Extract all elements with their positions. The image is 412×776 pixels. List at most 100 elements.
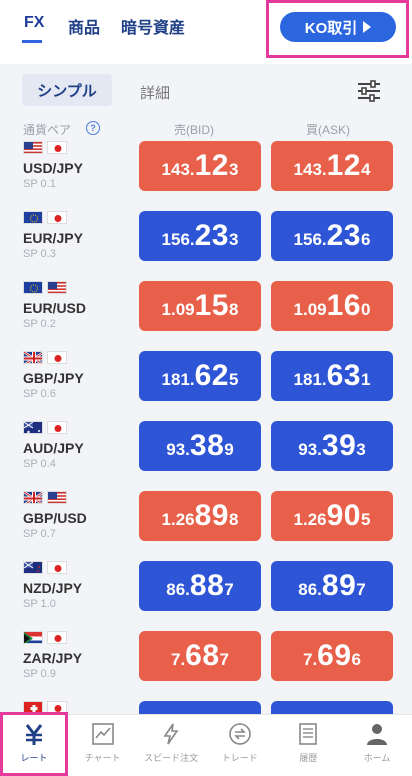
price-prefix: 86. [166,580,190,599]
currency-flags [23,631,67,645]
ask-price-button[interactable]: 156. 23 6 [271,211,393,261]
rate-row[interactable]: AUD/JPY SP 0.4 93. 38 9 93. 39 3 [0,421,412,491]
price-prefix: 93. [298,440,322,459]
tab-crypto[interactable]: 暗号資産 [121,20,186,37]
flag-jp-icon [47,211,67,224]
flag-gb-icon [23,491,43,504]
currency-pair-label: AUD/JPY [23,440,84,456]
flag-au-icon [23,421,43,434]
rate-list-panel: シンプル 詳細 通貨ペア ? 売(BID) 買(ASK) USD/JPY SP 0… [0,64,412,714]
tab-detail[interactable]: 詳細 [140,85,171,102]
bid-price-button[interactable]: 93 [139,701,261,714]
ko-trade-label: KO取引 [304,19,358,37]
nav-item-trade[interactable]: トレード [206,721,274,773]
price-prefix: 181. [293,370,327,389]
rate-nav-highlight-box [0,712,68,776]
spread-label: SP 0.3 [23,248,56,260]
currency-pair-label: GBP/JPY [23,370,84,386]
ask-price-button[interactable]: 1.09 16 0 [271,281,393,331]
nav-item-user[interactable]: ホーム [343,721,411,773]
rate-row[interactable]: EUR/JPY SP 0.3 156. 23 3 156. 23 6 [0,211,412,281]
bid-price-button[interactable]: 86. 88 7 [139,561,261,611]
price-fraction: 0 [361,300,371,319]
currency-pair-label: EUR/USD [23,300,87,316]
ask-price-button[interactable]: 181. 63 1 [271,351,393,401]
price-fraction: 4 [361,160,371,179]
currency-pair-label: ZAR/JPY [23,650,83,666]
ask-price-button[interactable]: 86. 89 7 [271,561,393,611]
flag-nz-icon [23,561,43,574]
price-pips: 95 [315,709,349,714]
bid-price-button[interactable]: 1.26 89 8 [139,491,261,541]
ask-price-button[interactable]: 143. 12 4 [271,141,393,191]
bid-price-button[interactable]: 93. 38 9 [139,421,261,471]
column-header-ask: 買(ASK) [306,123,351,137]
ask-price-button[interactable]: 1.26 90 5 [271,491,393,541]
price-fraction: 8 [229,510,239,529]
rate-row[interactable]: EUR/USD SP 0.2 1.09 15 8 1.09 16 0 [0,281,412,351]
price-pips: 89 [321,569,357,602]
price-prefix: 1.09 [293,300,327,319]
column-header-bid: 売(BID) [174,123,214,137]
price-fraction: 9 [224,440,234,459]
active-tab-indicator [22,40,42,43]
spread-label: SP 0.7 [23,528,56,540]
bottom-navigation: レート チャート スピード注文 トレード 履歴 ホーム [0,714,412,776]
price-prefix: 143. [161,160,195,179]
ask-price-button[interactable]: 7. 69 6 [271,631,393,681]
flag-jp-icon [47,141,67,154]
price-pips: 12 [326,149,361,182]
price-pips: 90 [326,499,361,532]
price-fraction: 3 [229,160,239,179]
ko-highlight-box [266,0,409,58]
spread-label: SP 0.2 [23,318,56,330]
price-pips: 23 [326,219,361,252]
flag-jp-icon [47,351,67,364]
tab-fx[interactable]: FX [24,14,45,31]
view-mode-tabs: シンプル 詳細 [0,64,412,116]
currency-flags [23,491,67,505]
rate-row[interactable]: USD/JPY SP 0.1 143. 12 3 143. 12 4 [0,141,412,211]
bid-price-button[interactable]: 1.09 15 8 [139,281,261,331]
yen-icon [21,721,47,747]
top-bar: FX 商品 暗号資産 KO取引 [0,0,412,60]
nav-item-yen[interactable]: レート [0,721,68,773]
chart-icon [90,721,116,747]
price-fraction: 1 [361,370,371,389]
rate-row[interactable]: 93 95 [0,701,412,714]
currency-flags [23,281,67,295]
bid-price-button[interactable]: 7. 68 7 [139,631,261,681]
ask-price-button[interactable]: 93. 39 3 [271,421,393,471]
price-pips: 93 [183,709,217,714]
ask-price-button[interactable]: 95 [271,701,393,714]
price-pips: 63 [326,359,361,392]
trade-icon [227,721,253,747]
bid-price-button[interactable]: 156. 23 3 [139,211,261,261]
help-icon[interactable]: ? [86,121,100,135]
ko-trade-button[interactable]: KO取引 [280,12,396,42]
rate-row[interactable]: NZD/JPY SP 1.0 86. 88 7 86. 89 7 [0,561,412,631]
rate-row[interactable]: GBP/JPY SP 0.6 181. 62 5 181. 63 1 [0,351,412,421]
bid-price-button[interactable]: 181. 62 5 [139,351,261,401]
price-pips: 68 [185,639,220,672]
bid-price-button[interactable]: 143. 12 3 [139,141,261,191]
price-pips: 88 [189,569,225,602]
rate-row[interactable]: ZAR/JPY SP 0.9 7. 68 7 7. 69 6 [0,631,412,701]
filter-settings-icon[interactable] [356,80,382,102]
nav-item-lightning[interactable]: スピード注文 [137,721,205,773]
play-arrow-icon [363,21,372,33]
tab-commodity[interactable]: 商品 [68,20,101,37]
currency-flags [23,211,67,225]
user-icon [364,721,390,747]
spread-label: SP 0.9 [23,668,56,680]
currency-flags [23,351,67,365]
nav-item-history[interactable]: 履歴 [274,721,342,773]
nav-item-chart[interactable]: チャート [69,721,137,773]
rate-row[interactable]: GBP/USD SP 0.7 1.26 89 8 1.26 90 5 [0,491,412,561]
history-icon [295,721,321,747]
nav-label: チャート [84,753,121,763]
tab-simple[interactable]: シンプル [22,74,112,106]
price-prefix: 143. [293,160,327,179]
nav-label: レート [20,753,48,763]
price-prefix: 1.26 [293,510,327,529]
